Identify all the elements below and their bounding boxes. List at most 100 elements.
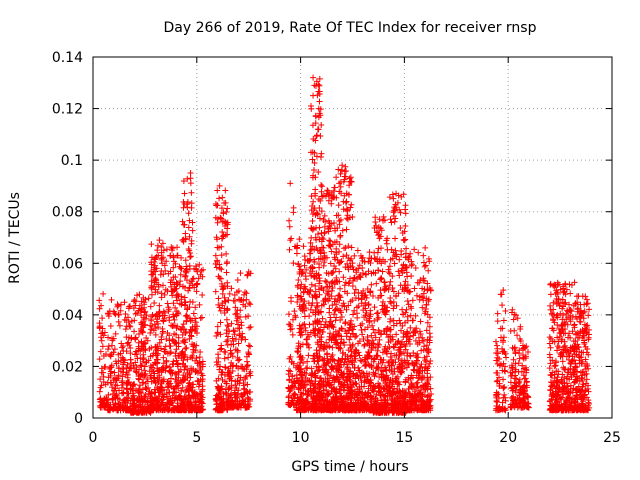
data-point [170,402,177,409]
data-point [118,301,125,308]
data-point [102,351,109,358]
data-point [309,211,316,218]
data-point [138,321,145,328]
data-point [290,260,297,267]
data-point [112,330,119,337]
data-point [296,236,303,243]
data-point [185,210,192,217]
data-point [138,298,145,305]
data-point [115,318,122,325]
data-point [332,306,339,313]
data-point [98,302,105,309]
data-point [420,252,427,259]
data-point [109,396,116,403]
data-point [126,342,133,349]
data-point [328,248,335,255]
data-point [116,322,123,329]
data-point [141,363,148,370]
data-point [337,285,344,292]
data-point [149,311,156,318]
data-point [186,262,193,269]
data-point [185,224,192,231]
data-point [351,252,358,259]
data-point [154,242,161,249]
data-point [96,297,103,304]
data-point [336,268,343,275]
data-point [547,302,554,309]
data-point [313,133,320,140]
data-point [218,342,225,349]
data-point [290,209,297,216]
data-point [160,271,167,278]
data-point [149,352,156,359]
data-point [134,292,141,299]
data-point [105,346,112,353]
data-point [178,254,185,261]
data-point [158,256,165,263]
data-point [150,396,157,403]
data-point [159,325,166,332]
data-point [119,354,126,361]
data-point [115,351,122,358]
data-point [162,267,169,274]
data-point [383,240,390,247]
data-point [212,288,219,295]
data-point [404,297,411,304]
data-point [501,391,508,398]
data-point [246,300,253,307]
data-point [107,322,114,329]
data-point [412,312,419,319]
data-point [168,276,175,283]
data-point [215,295,222,302]
data-point [148,317,155,324]
data-point [223,269,230,276]
data-point [131,328,138,335]
data-point [148,403,155,410]
data-point [148,344,155,351]
data-point [127,356,134,363]
data-point [168,244,175,251]
data-point [152,289,159,296]
data-point [343,226,350,233]
data-point [140,354,147,361]
data-point [127,350,134,357]
data-point [327,314,334,321]
data-point [166,332,173,339]
data-point [386,282,393,289]
data-point [154,365,161,372]
data-point [304,358,311,365]
data-point [151,266,158,273]
data-point [113,360,120,367]
data-point [321,212,328,219]
data-point [357,357,364,364]
data-point [182,345,189,352]
data-point [112,392,119,399]
data-point [130,298,137,305]
data-point [97,376,104,383]
data-point [148,278,155,285]
data-point [237,307,244,314]
data-point [173,325,180,332]
data-point [126,303,133,310]
data-point [371,249,378,256]
data-point [168,322,175,329]
data-point [389,191,396,198]
data-point [151,300,158,307]
data-point [221,355,228,362]
data-point [224,205,231,212]
data-point [327,238,334,245]
data-point [167,268,174,275]
data-point [337,183,344,190]
data-point [167,349,174,356]
data-point [115,302,122,309]
data-point [119,344,126,351]
data-point [160,308,167,315]
data-point [561,366,568,373]
data-point [424,370,431,377]
data-point [163,335,170,342]
data-point [494,310,501,317]
data-point [361,341,368,348]
data-point [372,219,379,226]
data-point [306,321,313,328]
data-point [148,402,155,409]
